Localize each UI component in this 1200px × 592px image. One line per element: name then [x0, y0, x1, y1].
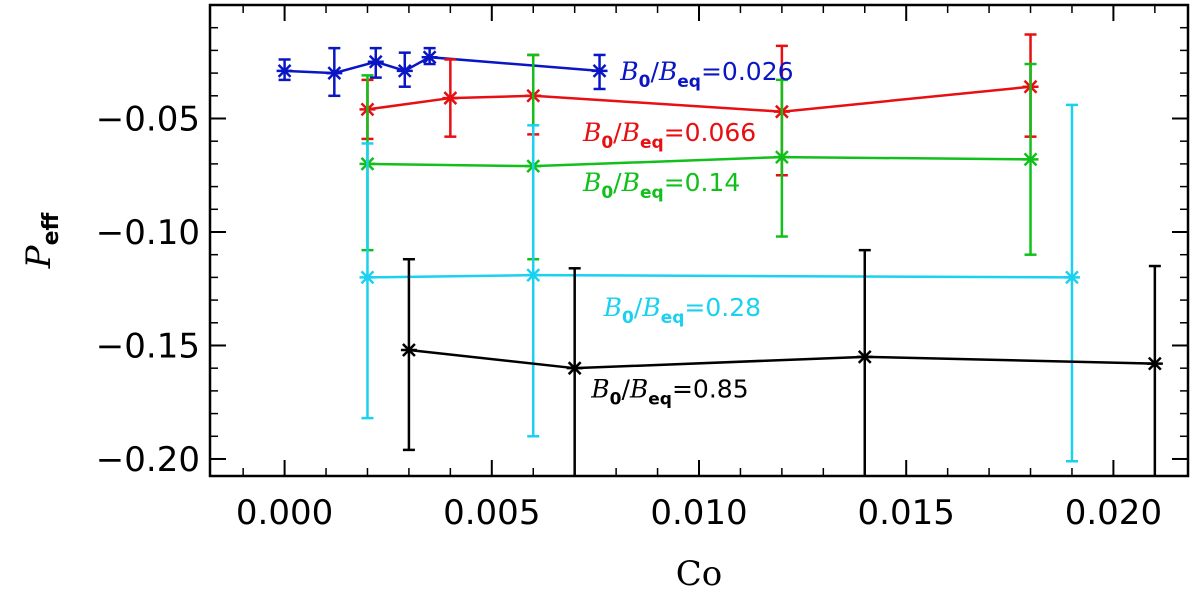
series-label: B0/Beq=0.066	[582, 118, 756, 153]
series-4	[359, 103, 1080, 463]
series-line	[408, 348, 1155, 370]
data-point	[1022, 152, 1039, 167]
series-line	[367, 155, 1031, 168]
data-point	[326, 66, 343, 80]
series-label: B0/Beq=0.28	[603, 293, 761, 328]
data-point	[367, 54, 384, 69]
axis-ticks: 0.000 0.005 0.010 0.015 0.020 −0.05 −0.10 −0.15…	[96, 5, 1188, 533]
x-tick-label: 0.005	[443, 493, 540, 533]
series-1	[276, 46, 608, 98]
data-point	[1146, 356, 1163, 371]
y-tick-label: −0.05	[96, 99, 200, 139]
data-point	[591, 63, 608, 78]
series-line	[284, 55, 600, 75]
data-point	[396, 63, 413, 78]
series-label: B0/Beq=0.026	[619, 57, 793, 92]
y-axis-title-subscript: eff	[39, 212, 64, 246]
y-tick-label: −0.20	[96, 440, 200, 480]
y-axis-title-symbol: P	[19, 244, 59, 269]
svg-text:Peff: Peff	[19, 212, 64, 270]
data-point	[400, 343, 417, 357]
data-point	[773, 150, 790, 164]
y-tick-label: −0.15	[96, 326, 200, 366]
data-point	[276, 63, 293, 78]
series-label: B0/Beq=0.85	[590, 375, 748, 410]
data-point	[1063, 270, 1080, 285]
x-tick-label: 0.015	[858, 493, 955, 533]
x-tick-label: 0.020	[1065, 493, 1162, 533]
data-point	[525, 268, 542, 282]
series-layer	[276, 33, 1163, 476]
data-point	[359, 270, 376, 285]
data-point	[566, 361, 583, 376]
series-labels: B0/Beq=0.026 B0/Beq=0.066 B0/Beq=0.14 B0/Be…	[582, 57, 794, 410]
data-point	[856, 349, 873, 364]
series-line	[367, 273, 1072, 279]
x-tick-label: 0.010	[650, 493, 747, 533]
data-point	[421, 50, 438, 65]
y-tick-label: −0.10	[96, 213, 200, 253]
series-label: B0/Beq=0.14	[582, 168, 740, 203]
data-point	[442, 91, 459, 105]
x-axis-title: Co	[676, 554, 722, 592]
series-2	[359, 33, 1039, 177]
x-tick-label: 0.000	[236, 493, 333, 533]
y-axis-title: Peff	[19, 212, 64, 270]
series-5	[400, 248, 1163, 476]
